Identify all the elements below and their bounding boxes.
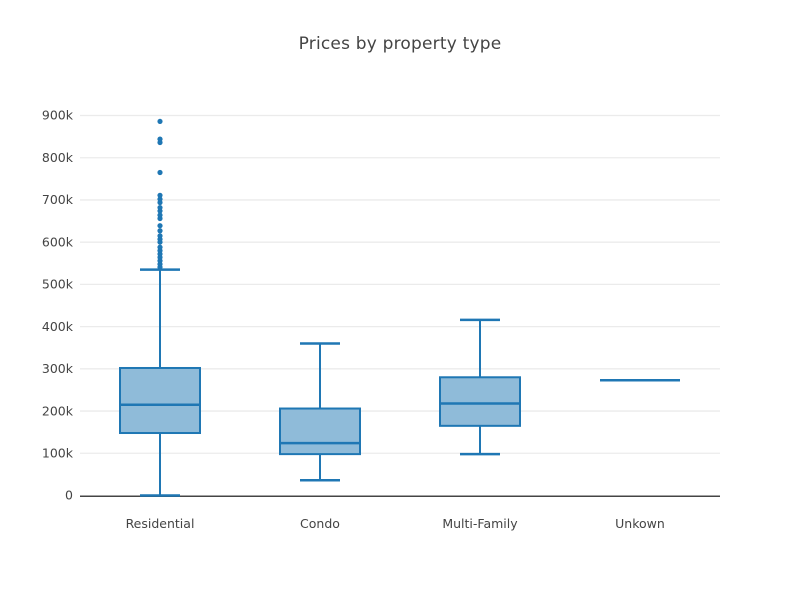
outlier-dot-residential bbox=[157, 204, 163, 211]
outlier-dot-residential bbox=[157, 228, 163, 234]
y-axis-tick-label: 600k bbox=[42, 234, 74, 249]
chart-title: Prices by property type bbox=[298, 34, 502, 54]
y-axis-tick-label: 300k bbox=[42, 361, 74, 376]
outlier-dot-residential bbox=[157, 169, 163, 176]
y-axis-tick-label: 100k bbox=[42, 445, 74, 460]
x-axis-category-label-residential: Residential bbox=[126, 516, 195, 531]
outlier-dot-residential bbox=[157, 212, 163, 218]
outlier-dot-residential bbox=[157, 196, 163, 202]
box-rect-multi-family bbox=[439, 376, 521, 427]
outlier-dot-residential bbox=[157, 118, 163, 125]
x-axis-category-label-unkown: Unkown bbox=[615, 516, 665, 531]
outlier-dot-residential bbox=[157, 136, 163, 142]
y-axis-tick-label: 900k bbox=[42, 108, 74, 123]
outlier-dot-residential bbox=[157, 223, 163, 229]
y-axis-tick-label: 400k bbox=[42, 319, 74, 334]
y-axis-tick-label: 800k bbox=[42, 150, 74, 165]
x-axis-category-label-condo: Condo bbox=[300, 516, 340, 531]
y-axis-tick-label: 0 bbox=[65, 488, 73, 503]
y-axis-tick-label: 500k bbox=[42, 277, 74, 292]
outlier-dot-residential bbox=[157, 192, 163, 198]
x-axis-category-label-multi-family: Multi-Family bbox=[442, 516, 518, 531]
outlier-dot-residential bbox=[157, 233, 163, 239]
outlier-dot-residential bbox=[157, 244, 163, 250]
box-rect-residential bbox=[119, 366, 201, 435]
y-axis-tick-label: 200k bbox=[42, 403, 74, 418]
box-rect-condo bbox=[279, 407, 361, 456]
y-axis-tick-label: 700k bbox=[42, 192, 74, 207]
